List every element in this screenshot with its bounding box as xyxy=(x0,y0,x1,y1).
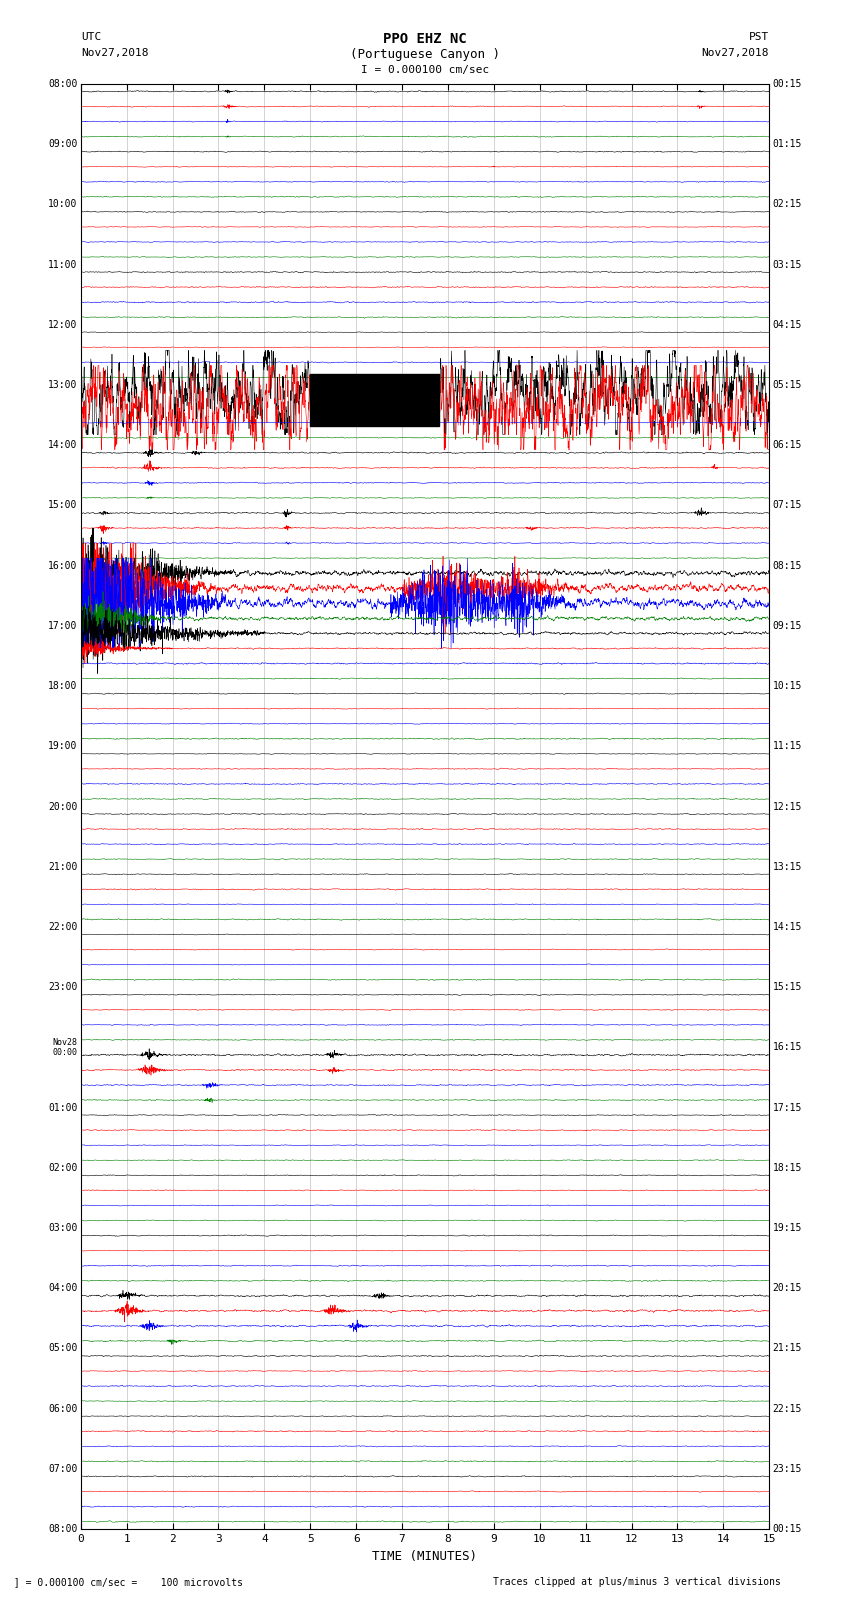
Text: 01:15: 01:15 xyxy=(773,139,802,148)
Text: Traces clipped at plus/minus 3 vertical divisions: Traces clipped at plus/minus 3 vertical … xyxy=(493,1578,781,1587)
Text: Nov28
00:00: Nov28 00:00 xyxy=(53,1037,77,1057)
Text: 15:15: 15:15 xyxy=(773,982,802,992)
Text: 07:00: 07:00 xyxy=(48,1465,77,1474)
Text: 18:15: 18:15 xyxy=(773,1163,802,1173)
Text: 05:15: 05:15 xyxy=(773,381,802,390)
Text: 08:00: 08:00 xyxy=(48,1524,77,1534)
Text: 11:15: 11:15 xyxy=(773,742,802,752)
Text: 19:00: 19:00 xyxy=(48,742,77,752)
Text: 16:00: 16:00 xyxy=(48,561,77,571)
Bar xyxy=(310,389,439,426)
Text: 20:15: 20:15 xyxy=(773,1284,802,1294)
Text: 18:00: 18:00 xyxy=(48,681,77,690)
Text: 00:15: 00:15 xyxy=(773,1524,802,1534)
X-axis label: TIME (MINUTES): TIME (MINUTES) xyxy=(372,1550,478,1563)
Text: Nov27,2018: Nov27,2018 xyxy=(81,48,148,58)
Text: 11:00: 11:00 xyxy=(48,260,77,269)
Text: 17:00: 17:00 xyxy=(48,621,77,631)
Text: 22:00: 22:00 xyxy=(48,923,77,932)
Text: 02:00: 02:00 xyxy=(48,1163,77,1173)
Text: 21:15: 21:15 xyxy=(773,1344,802,1353)
Text: 05:00: 05:00 xyxy=(48,1344,77,1353)
Text: 10:00: 10:00 xyxy=(48,200,77,210)
Text: 22:15: 22:15 xyxy=(773,1403,802,1413)
Text: 06:15: 06:15 xyxy=(773,440,802,450)
Text: 21:00: 21:00 xyxy=(48,861,77,871)
Text: Nov27,2018: Nov27,2018 xyxy=(702,48,769,58)
Text: 23:15: 23:15 xyxy=(773,1465,802,1474)
Text: 23:00: 23:00 xyxy=(48,982,77,992)
Text: 04:00: 04:00 xyxy=(48,1284,77,1294)
Text: 10:15: 10:15 xyxy=(773,681,802,690)
Text: 20:00: 20:00 xyxy=(48,802,77,811)
Text: PPO EHZ NC: PPO EHZ NC xyxy=(383,32,467,47)
Text: I = 0.000100 cm/sec: I = 0.000100 cm/sec xyxy=(361,65,489,74)
Text: 00:15: 00:15 xyxy=(773,79,802,89)
Text: 08:15: 08:15 xyxy=(773,561,802,571)
Text: 12:00: 12:00 xyxy=(48,319,77,329)
Text: ] = 0.000100 cm/sec =    100 microvolts: ] = 0.000100 cm/sec = 100 microvolts xyxy=(8,1578,243,1587)
Text: 17:15: 17:15 xyxy=(773,1103,802,1113)
Text: (Portuguese Canyon ): (Portuguese Canyon ) xyxy=(350,48,500,61)
Text: PST: PST xyxy=(749,32,769,42)
Text: 08:00: 08:00 xyxy=(48,79,77,89)
Text: 02:15: 02:15 xyxy=(773,200,802,210)
Text: 15:00: 15:00 xyxy=(48,500,77,510)
Text: 14:15: 14:15 xyxy=(773,923,802,932)
Text: 14:00: 14:00 xyxy=(48,440,77,450)
Text: 03:15: 03:15 xyxy=(773,260,802,269)
Bar xyxy=(310,374,439,411)
Text: 01:00: 01:00 xyxy=(48,1103,77,1113)
Text: 16:15: 16:15 xyxy=(773,1042,802,1052)
Text: 04:15: 04:15 xyxy=(773,319,802,329)
Text: UTC: UTC xyxy=(81,32,101,42)
Text: 13:00: 13:00 xyxy=(48,381,77,390)
Text: 06:00: 06:00 xyxy=(48,1403,77,1413)
Text: 03:00: 03:00 xyxy=(48,1223,77,1232)
Text: 09:00: 09:00 xyxy=(48,139,77,148)
Text: 19:15: 19:15 xyxy=(773,1223,802,1232)
Text: 12:15: 12:15 xyxy=(773,802,802,811)
Text: 09:15: 09:15 xyxy=(773,621,802,631)
Text: 07:15: 07:15 xyxy=(773,500,802,510)
Text: 13:15: 13:15 xyxy=(773,861,802,871)
